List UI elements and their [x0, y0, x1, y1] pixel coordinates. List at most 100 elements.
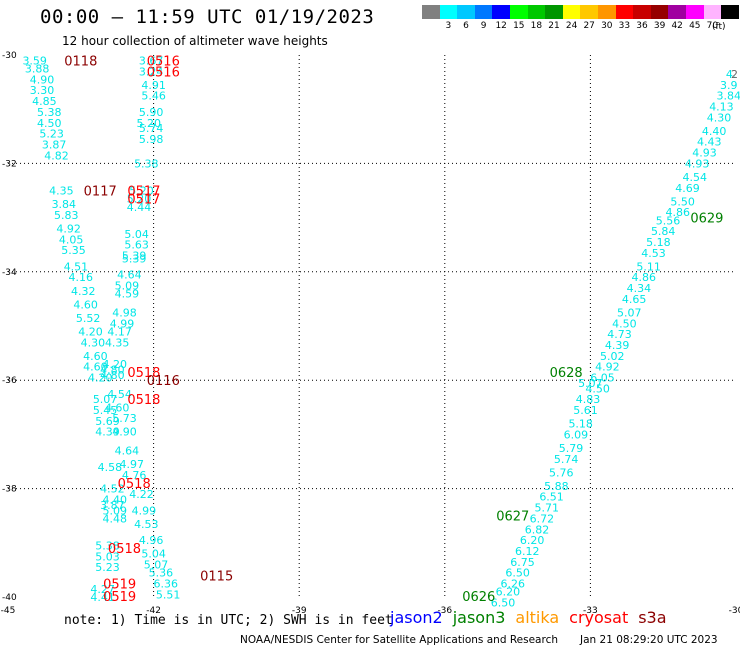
wave-height-value: 4.44: [127, 201, 152, 214]
wave-height-value: 4.90: [112, 426, 137, 439]
wave-height-value: 4.30: [707, 111, 732, 124]
pass-time-label: 0518: [118, 477, 151, 492]
wave-height-value: 5.56: [656, 214, 681, 227]
wave-height-value: 5.38: [37, 106, 62, 119]
pass-time-label: 0517: [127, 193, 160, 208]
wave-height-value: 3.87: [100, 499, 125, 512]
color-scale-label: 12: [495, 21, 507, 31]
color-swatch: [598, 5, 616, 19]
wave-height-value: 5.73: [112, 412, 137, 425]
wave-height-value: 5.20: [136, 117, 161, 130]
wave-height-value: 4.54: [682, 171, 707, 184]
color-swatch: [703, 5, 722, 19]
wave-height-value: 4.59: [115, 287, 140, 300]
wave-height-value: 4.27: [90, 583, 115, 596]
wave-height-value: 3.9: [720, 79, 738, 92]
wave-height-value: 6.50: [491, 596, 516, 609]
wave-height-value: 5.09: [103, 504, 128, 517]
wave-height-value: 4.50: [37, 117, 62, 130]
wave-height-value: 5.20: [127, 193, 152, 206]
wave-height-value: 4.80: [100, 363, 125, 376]
wave-height-value: 5.07: [144, 558, 169, 571]
wave-height-value: 4.32: [71, 285, 96, 298]
satellite-legend-item: altika: [515, 608, 560, 627]
color-swatch: [686, 5, 704, 19]
wave-height-value: 4.58: [98, 461, 123, 474]
generated-timestamp: Jan 21 08:29:20 UTC 2023: [580, 634, 718, 646]
wave-height-value: 4.65: [622, 293, 647, 306]
wave-height-value: 4.20: [88, 371, 113, 384]
color-swatch: [492, 5, 510, 19]
wave-height-value: 5.09: [115, 279, 140, 292]
wave-height-value: 4.: [726, 68, 737, 81]
wave-height-value: 5.07: [93, 393, 118, 406]
color-scale-label: 27: [583, 21, 595, 31]
color-swatch: [721, 5, 739, 19]
wave-height-value: 4.60: [105, 401, 130, 414]
color-scale-label: 36: [636, 21, 648, 31]
wave-height-value: 4.20: [78, 325, 103, 338]
wave-height-value: 4.60: [83, 361, 108, 374]
wave-height-value: 5.18: [646, 236, 671, 249]
color-scale-label: 6: [463, 21, 469, 31]
wave-height-value: 5.74: [139, 122, 164, 135]
pass-time-label: 0118: [64, 54, 97, 69]
wave-height-value: 5.84: [651, 225, 676, 238]
wave-height-value: 4.64: [115, 445, 140, 458]
wave-height-value: 6.72: [530, 512, 555, 525]
wave-height-value: 4.51: [64, 260, 89, 273]
wave-height-value: 5.36: [149, 567, 174, 580]
wave-height-value: 4.80: [100, 369, 125, 382]
wave-height-value: 4.92: [56, 222, 81, 235]
y-tick-label: -32: [2, 159, 17, 169]
satellite-legend-item: s3a: [638, 608, 667, 627]
wave-height-value: 4.76: [122, 469, 147, 482]
pass-time-label: 0626: [462, 590, 495, 605]
wave-height-value: 5.63: [124, 239, 149, 252]
wave-height-value: 3.84: [716, 90, 740, 103]
pass-time-label: 0627: [496, 510, 529, 525]
color-scale-label: 42: [671, 21, 683, 31]
wave-height-value: 4.73: [607, 328, 632, 341]
wave-height-value: 5.51: [156, 588, 181, 601]
wave-height-value: 4.41: [90, 591, 115, 604]
wave-height-value: 5.23: [95, 561, 120, 574]
satellite-legend-item: cryosat: [569, 608, 629, 627]
wave-height-value: 4.13: [709, 100, 734, 113]
pass-time-label: 0517: [127, 185, 160, 200]
wave-height-value: 4.35: [49, 185, 74, 198]
wave-height-value: 4.48: [103, 512, 128, 525]
wave-height-value: 4.50: [585, 382, 610, 395]
satellite-legend-item: jason3: [452, 608, 506, 627]
wave-height-value: 3.30: [30, 84, 55, 97]
satellite-legend-item: jason2: [390, 608, 443, 627]
wave-height-value: 4.52: [100, 483, 125, 496]
wave-height-value: 3.84: [52, 198, 77, 211]
wave-height-value: 4.93: [692, 147, 717, 160]
wave-height-value: 5.45: [93, 404, 118, 417]
wave-height-value: 4.40: [103, 493, 128, 506]
footnote: note: 1) Time is in UTC; 2) SWH is in fe…: [64, 613, 393, 628]
wave-height-value: 5.69: [95, 415, 120, 428]
pass-time-label: 0519: [103, 590, 136, 605]
color-swatch: [439, 5, 458, 19]
x-tick-label: -30: [729, 606, 740, 616]
color-scale-label: 21: [548, 21, 560, 31]
wave-height-value: 5.07: [617, 306, 642, 319]
wave-height-value: 4.86: [666, 206, 691, 219]
y-tick-label: -30: [2, 51, 17, 61]
wave-height-value: 3.67: [139, 54, 164, 67]
wave-height-value: 4.20: [103, 358, 128, 371]
color-swatch: [633, 5, 651, 19]
color-swatch: [457, 5, 475, 19]
y-tick-label: -36: [2, 376, 17, 386]
wave-height-value: 3.88: [25, 63, 50, 76]
wave-height-value: 4.60: [73, 298, 98, 311]
track-number: 2: [731, 68, 738, 81]
wave-height-value: 5.74: [554, 453, 579, 466]
pass-time-label: 0518: [127, 366, 160, 381]
satellite-legend: jason2 jason3 altika cryosat s3a: [390, 608, 677, 627]
color-scale-unit: (ft): [712, 22, 726, 32]
wave-height-value: 5.83: [54, 209, 79, 222]
